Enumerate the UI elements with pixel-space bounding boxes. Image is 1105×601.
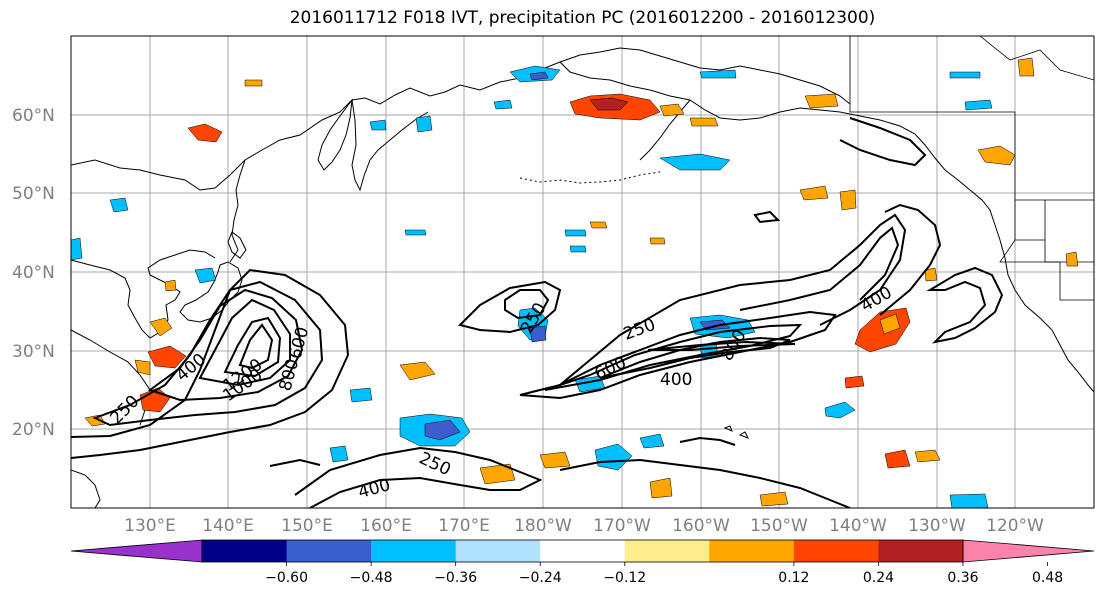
colorbar-extend-min xyxy=(70,539,203,563)
colorbar-bin xyxy=(371,540,457,562)
colorbar-tick-label: 0.36 xyxy=(947,570,978,586)
lon-label: 130°E xyxy=(124,516,176,536)
colorbar-frame xyxy=(201,539,964,563)
colorbar-bin xyxy=(540,540,626,562)
ivt-contours xyxy=(71,117,1004,508)
colorbar-bin xyxy=(455,540,541,562)
lon-label: 170°W xyxy=(593,516,651,536)
colorbar-bin xyxy=(793,540,879,562)
political-borders xyxy=(849,36,1094,301)
colorbar-tick-label: 0.48 xyxy=(1032,570,1063,586)
colorbar-tick-label: 0.12 xyxy=(778,570,809,586)
contour-label: 400 xyxy=(660,370,692,390)
colorbar-extend-max xyxy=(962,539,1095,563)
colorbar-tick-label: −0.60 xyxy=(265,570,308,586)
lat-label-60: 60°N xyxy=(12,106,55,126)
lon-label: 170°E xyxy=(438,516,490,536)
colorbar: −0.60 −0.48 −0.36 −0.24 −0.12 0.12 0.24 0.36 0.4… xyxy=(70,539,1095,586)
colorbar-bin xyxy=(624,540,710,562)
lat-label-30: 30°N xyxy=(12,342,55,362)
colorbar-tick-label: −0.24 xyxy=(519,570,562,586)
precip-patches xyxy=(71,57,1079,508)
lon-label: 160°E xyxy=(360,516,412,536)
colorbar-bin xyxy=(286,540,372,562)
lon-label: 140°E xyxy=(202,516,254,536)
lat-label-20: 20°N xyxy=(12,420,55,440)
coastlines xyxy=(71,47,1094,508)
chart-title: 2016011712 F018 IVT, precipitation PC (2… xyxy=(289,8,876,28)
colorbar-bin xyxy=(709,540,795,562)
colorbar-tick-label: 0.24 xyxy=(863,570,894,586)
lon-label: 150°W xyxy=(750,516,808,536)
lon-label: 180°W xyxy=(514,516,572,536)
lon-label: 150°E xyxy=(281,516,333,536)
colorbar-bin xyxy=(202,540,288,562)
lon-axis: 130°E 140°E 150°E 160°E 170°E 180°W 170°… xyxy=(124,516,1044,536)
colorbar-tick-label: −0.12 xyxy=(603,570,646,586)
colorbar-bin xyxy=(878,540,964,562)
colorbar-tick-label: −0.48 xyxy=(350,570,393,586)
lon-label: 120°W xyxy=(986,516,1044,536)
lat-axis: 20°N 30°N 40°N 50°N 60°N xyxy=(12,106,55,440)
map-panel: 250 400 800 600 1000 1200 250 400 600 80… xyxy=(71,36,1094,508)
map-frame xyxy=(70,35,1095,509)
lon-label: 140°W xyxy=(829,516,887,536)
lat-label-50: 50°N xyxy=(12,184,55,204)
lon-label: 160°W xyxy=(672,516,730,536)
lat-label-40: 40°N xyxy=(12,263,55,283)
colorbar-tick-label: −0.36 xyxy=(434,570,477,586)
lon-label: 130°W xyxy=(908,516,966,536)
graticule xyxy=(71,36,1094,508)
